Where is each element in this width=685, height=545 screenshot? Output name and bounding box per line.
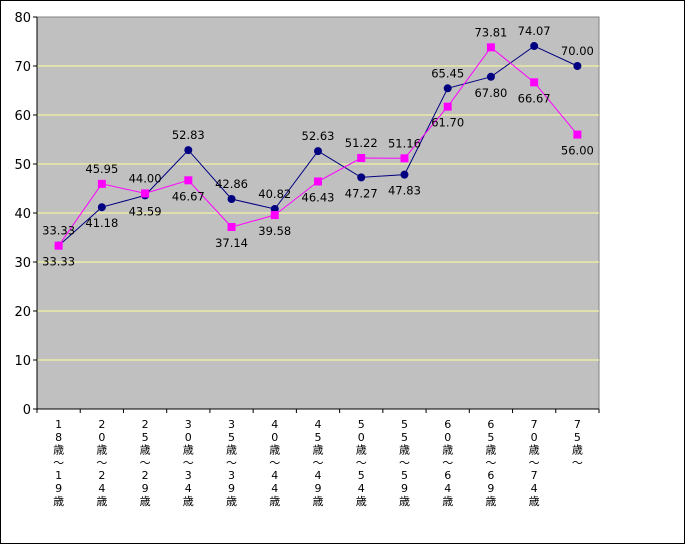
x-tick-label: 2 5 歳～ 2 9 歳	[140, 418, 151, 508]
x-tick-label: 5 0 歳～ 5 4 歳	[356, 418, 367, 508]
data-label-series-2: 39.58	[258, 224, 291, 238]
y-tick-label: 30	[14, 256, 31, 271]
data-label-series-2: 73.81	[474, 25, 507, 39]
data-label-series-1: 33.33	[42, 255, 75, 269]
y-tick-label: 60	[14, 109, 31, 124]
series-2-point	[97, 179, 106, 188]
series-2-point	[54, 241, 63, 250]
data-label-series-2: 46.67	[172, 189, 205, 203]
data-label-series-1: 67.80	[474, 86, 507, 100]
series-2-point	[486, 43, 495, 52]
x-tick-label: 3 5 歳～ 3 9 歳	[226, 418, 237, 508]
x-tick-label: 7 5 歳～	[572, 418, 583, 469]
data-label-series-1: 43.59	[129, 204, 162, 218]
data-label-series-2: 51.16	[388, 136, 421, 150]
y-tick-label: 70	[14, 60, 31, 75]
data-label-series-1: 47.27	[345, 186, 378, 200]
series-1-point	[270, 204, 279, 213]
series-2-point	[530, 78, 539, 87]
series-1-point	[227, 194, 236, 203]
x-tick-label: 2 0 歳～ 2 4 歳	[96, 418, 107, 508]
series-1-point	[357, 173, 366, 182]
x-tick-label: 6 5 歳～ 6 9 歳	[485, 418, 496, 508]
series-1-point	[530, 42, 539, 51]
series-2-point	[314, 177, 322, 186]
y-tick-label: 40	[14, 207, 31, 222]
data-label-series-1: 52.83	[172, 128, 205, 142]
data-label-series-2: 44.00	[129, 171, 162, 185]
series-2-point	[443, 102, 452, 111]
x-tick-label: 6 0 歳～ 6 4 歳	[442, 418, 453, 508]
y-tick-label: 10	[14, 354, 31, 369]
series-1-point	[97, 203, 106, 212]
data-label-series-2: 33.33	[42, 224, 75, 238]
data-label-series-1: 65.45	[431, 66, 464, 80]
series-2-point	[357, 154, 366, 163]
x-tick-label: 3 0 歳～ 3 4 歳	[183, 418, 194, 508]
data-label-series-2: 56.00	[561, 144, 594, 158]
x-tick-label: 7 0 歳～ 7 4 歳	[529, 418, 540, 508]
series-1-point	[400, 170, 409, 179]
series-2-point	[184, 176, 193, 185]
series-1-point	[443, 84, 452, 93]
data-label-series-2: 37.14	[215, 236, 248, 250]
data-label-series-1: 52.63	[302, 129, 335, 143]
series-2-point	[400, 154, 409, 163]
y-tick-label: 50	[14, 158, 31, 173]
data-label-series-2: 46.43	[302, 190, 335, 204]
data-label-series-1: 47.83	[388, 184, 421, 198]
data-label-series-2: 45.95	[85, 162, 118, 176]
series-2-point	[141, 189, 150, 198]
y-tick-label: 80	[14, 11, 31, 26]
series-1-point	[184, 146, 193, 155]
x-tick-label: 5 5 歳～ 5 9 歳	[399, 418, 410, 508]
x-tick-label: 1 8 歳～ 1 9 歳	[53, 418, 64, 508]
series-2-point	[227, 223, 236, 232]
x-tick-label: 4 5 歳～ 4 9 歳	[313, 418, 324, 508]
data-label-series-2: 51.22	[345, 136, 378, 150]
series-2-point	[270, 211, 279, 220]
data-label-series-2: 61.70	[431, 116, 464, 130]
data-label-series-1: 41.18	[85, 216, 118, 230]
series-1-point	[573, 62, 582, 70]
data-label-series-2: 66.67	[518, 91, 551, 105]
data-label-series-1: 70.00	[561, 44, 594, 58]
series-1-point	[314, 147, 322, 156]
series-1-point	[486, 72, 495, 81]
x-tick-label: 4 0 歳～ 4 4 歳	[269, 418, 280, 508]
y-tick-label: 20	[14, 305, 31, 320]
data-label-series-1: 42.86	[215, 177, 248, 191]
series-2-point	[573, 130, 582, 139]
data-label-series-1: 74.07	[518, 24, 551, 38]
y-tick-label: 0	[23, 403, 31, 418]
data-label-series-1: 40.82	[258, 187, 291, 201]
